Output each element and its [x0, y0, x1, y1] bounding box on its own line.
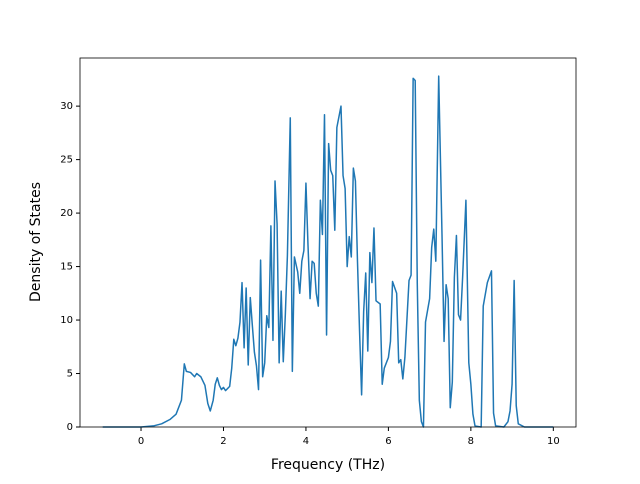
y-tick-label: 30 — [60, 101, 73, 112]
y-axis-label: Density of States — [28, 182, 44, 302]
y-tick-label: 15 — [60, 262, 73, 273]
y-tick-label: 5 — [67, 369, 73, 380]
x-tick-label: 4 — [303, 436, 309, 447]
x-tick-label: 10 — [547, 436, 560, 447]
x-tick-label: 0 — [138, 436, 144, 447]
y-tick-label: 20 — [60, 208, 73, 219]
x-tick-label: 6 — [385, 436, 391, 447]
y-tick-label: 10 — [60, 315, 73, 326]
x-axis-label: Frequency (THz) — [271, 457, 385, 473]
x-tick-label: 2 — [220, 436, 226, 447]
x-tick-label: 8 — [468, 436, 474, 447]
y-tick-label: 25 — [60, 155, 73, 166]
y-tick-label: 0 — [67, 422, 73, 433]
data-line — [102, 75, 554, 428]
axes-frame — [79, 57, 577, 428]
